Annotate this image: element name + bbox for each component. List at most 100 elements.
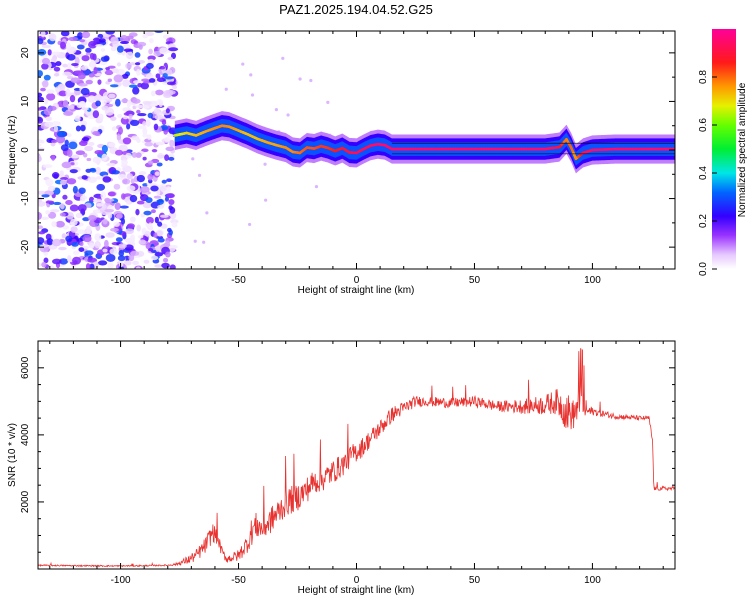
noise-blob [41,216,50,221]
noise-blob [118,266,124,269]
noise-blob [145,197,153,204]
colorbar-tick-label: 0.2 [698,214,709,228]
noise-blob [121,178,131,185]
colorbar-tick-label: 0.8 [698,70,709,84]
noise-blob [78,83,88,87]
noise-blob [104,209,115,213]
noise-blob [157,204,165,209]
noise-blob [134,62,141,66]
spectrogram-x-tick-label: -50 [231,275,246,286]
noise-blob [98,38,106,43]
noise-blob [80,124,86,132]
noise-dot [286,113,290,117]
noise-blob [78,247,85,252]
noise-blob [129,216,136,223]
noise-blob [88,61,97,68]
noise-blob [125,63,133,69]
noise-blob [113,74,124,83]
noise-blob [38,116,44,124]
noise-blob [80,65,88,71]
snr-series-line [38,348,675,568]
noise-blob [145,62,154,70]
noise-blob [87,214,97,222]
noise-blob [150,90,156,97]
noise-blob [75,125,81,132]
noise-blob [62,225,70,230]
noise-blob [126,173,133,180]
noise-blob [136,200,145,205]
snr-y-tick-label: 6000 [20,356,31,379]
noise-blob [50,209,60,213]
noise-blob [156,230,163,237]
noise-blob [38,70,44,77]
noise-blob [154,252,164,257]
noise-blob [122,137,132,145]
noise-blob [111,170,120,175]
noise-blob [166,81,176,86]
noise-blob [55,61,62,67]
noise-blob [53,201,62,206]
noise-blob [38,225,44,230]
noise-blob [142,127,148,135]
noise-blob [69,204,79,212]
noise-blob [58,246,67,251]
noise-dot [309,78,313,83]
noise-blob [100,191,107,200]
noise-blob [164,76,174,80]
noise-blob [145,73,154,80]
noise-blob [75,212,83,219]
noise-blob [43,257,49,264]
noise-blob [129,234,136,242]
noise-blob [142,201,152,209]
noise-blob [136,174,146,183]
noise-blob [38,211,42,220]
noise-dot [250,93,255,97]
noise-blob [161,179,167,184]
noise-blob [101,99,107,106]
spectrogram-y-tick-label: 0 [20,147,31,153]
noise-blob [110,46,117,52]
noise-blob [68,36,79,42]
noise-blob [48,105,57,111]
noise-blob [123,260,132,266]
noise-blob [105,232,115,238]
noise-blob [88,73,95,78]
noise-blob [97,79,102,85]
snr-panel: -100 -50 0 50 100 2000 4000 6000 Height of str… [7,340,676,596]
noise-blob [142,120,147,127]
noise-blob [142,34,149,39]
noise-blob [47,185,56,192]
noise-blob [136,224,142,232]
noise-blob [117,113,123,119]
figure-title: PAZ1.2025.194.04.52.G25 [279,2,433,17]
noise-blob [154,31,164,34]
noise-blob [51,154,56,161]
noise-dot [281,56,285,60]
noise-blob [69,95,76,103]
noise-blob [104,239,109,248]
noise-dot [197,173,202,177]
colorbar-tick-label: 0.6 [698,118,709,132]
noise-blob [139,186,150,193]
noise-blob [128,254,135,262]
noise-blob [136,109,141,114]
noise-blob [46,238,54,246]
noise-blob [141,148,149,153]
noise-blob [110,116,117,121]
noise-blob [88,242,95,249]
noise-blob [38,38,44,45]
noise-blob [153,107,160,115]
noise-blob [142,100,152,105]
noise-blob [55,86,61,93]
noise-blob [104,69,114,76]
noise-blob [61,161,72,169]
noise-blob [69,104,75,110]
noise-blob [82,217,90,222]
noise-blob [41,194,50,198]
noise-blob [96,202,104,207]
noise-blob [62,71,72,77]
noise-blob [101,144,108,153]
noise-blob [143,210,152,216]
noise-blob [66,75,74,80]
noise-blob [92,130,100,136]
